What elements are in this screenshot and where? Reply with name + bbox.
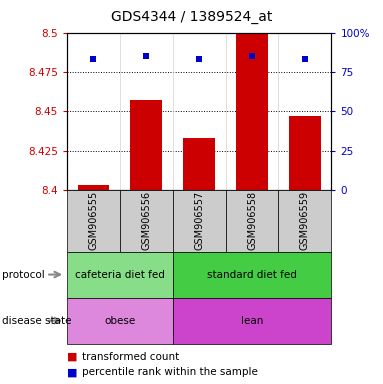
Text: GSM906558: GSM906558 xyxy=(247,191,257,250)
Bar xyxy=(183,138,215,190)
Bar xyxy=(131,100,162,190)
Text: disease state: disease state xyxy=(2,316,71,326)
Text: GSM906557: GSM906557 xyxy=(194,191,204,250)
Text: ■: ■ xyxy=(67,367,77,377)
Text: obese: obese xyxy=(104,316,136,326)
Text: transformed count: transformed count xyxy=(82,352,180,362)
Text: GDS4344 / 1389524_at: GDS4344 / 1389524_at xyxy=(111,10,272,23)
Text: GSM906556: GSM906556 xyxy=(141,191,151,250)
Text: standard diet fed: standard diet fed xyxy=(207,270,297,280)
Text: lean: lean xyxy=(241,316,263,326)
Text: GSM906559: GSM906559 xyxy=(300,191,310,250)
Text: cafeteria diet fed: cafeteria diet fed xyxy=(75,270,165,280)
Bar xyxy=(289,116,321,190)
Bar xyxy=(78,185,109,190)
Text: protocol: protocol xyxy=(2,270,45,280)
Text: ■: ■ xyxy=(67,352,77,362)
Text: percentile rank within the sample: percentile rank within the sample xyxy=(82,367,258,377)
Bar xyxy=(236,33,268,190)
Text: GSM906555: GSM906555 xyxy=(88,191,98,250)
